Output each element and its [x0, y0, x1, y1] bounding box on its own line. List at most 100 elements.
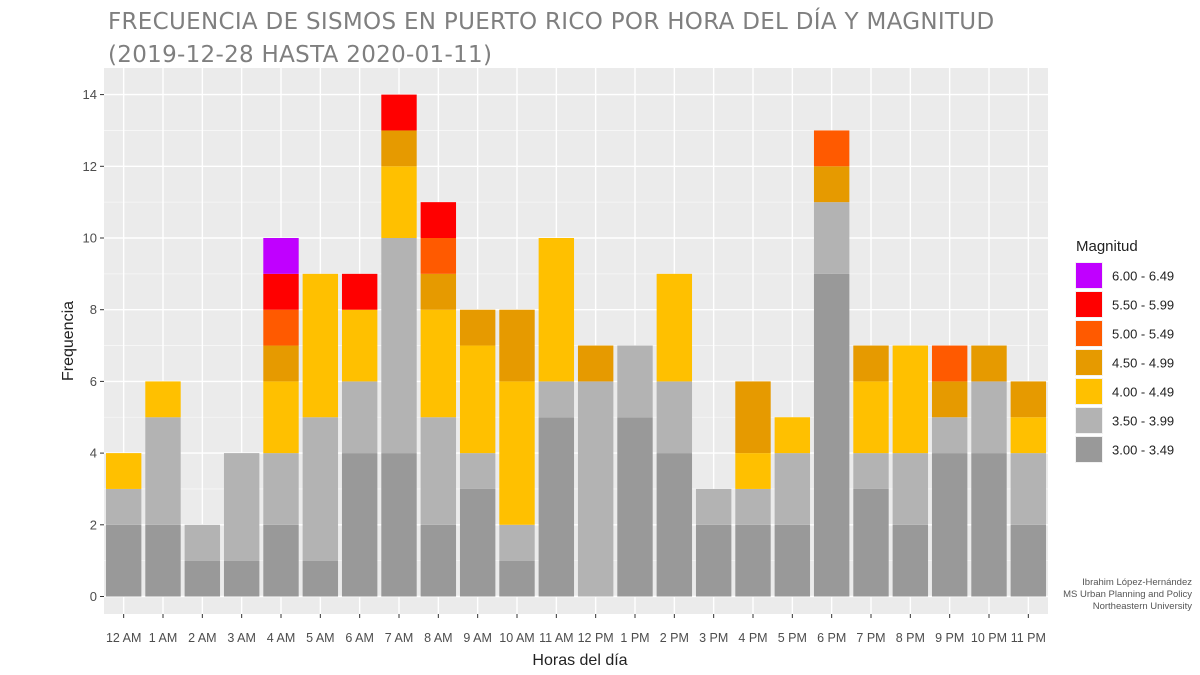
bar-segment: [499, 560, 535, 597]
legend-swatch: [1076, 437, 1102, 462]
legend-swatch: [1076, 321, 1102, 346]
bar-segment: [145, 524, 181, 597]
bar-segment: [223, 560, 260, 597]
legend-swatch: [1076, 292, 1102, 317]
bar-segment: [184, 524, 221, 561]
bar-segment: [459, 453, 496, 489]
bar-segment: [381, 453, 417, 597]
legend-swatch: [1076, 379, 1102, 404]
bar-segment: [381, 130, 417, 167]
x-tick-label: 6 PM: [817, 631, 846, 645]
bar-segment: [931, 381, 968, 418]
bar-segment: [617, 345, 653, 418]
x-tick-label: 7 AM: [385, 631, 414, 645]
bar-segment: [971, 453, 1007, 597]
bar-segment: [695, 524, 732, 597]
bar-segment: [263, 453, 299, 525]
y-axis-title: Frequencia: [60, 301, 77, 381]
x-tick-label: 4 AM: [267, 631, 296, 645]
plot-panel: [104, 68, 1048, 614]
bar-segment: [695, 488, 732, 525]
x-tick-label: 2 AM: [188, 631, 217, 645]
bar-segment: [381, 166, 417, 238]
bar-segment: [853, 453, 889, 489]
bar-segment: [459, 309, 496, 346]
bar-segment: [420, 524, 457, 597]
x-tick-label: 8 AM: [424, 631, 453, 645]
x-tick-label: 3 PM: [699, 631, 728, 645]
x-tick-label: 9 AM: [463, 631, 492, 645]
bar-segment: [538, 381, 575, 418]
legend-swatch: [1076, 350, 1102, 375]
bar-segment: [931, 345, 968, 382]
bar-segment: [420, 238, 457, 274]
chart-title-line2: (2019-12-28 HASTA 2020-01-11): [108, 42, 493, 68]
chart-title-line1: FRECUENCIA DE SISMOS EN PUERTO RICO POR …: [108, 9, 995, 35]
bar-segment: [263, 524, 299, 597]
bar-segment: [223, 453, 260, 561]
bar-segment: [892, 524, 929, 597]
bar-segment: [381, 238, 417, 454]
bar-segment: [1010, 524, 1047, 597]
bar-segment: [341, 381, 378, 454]
x-tick-label: 2 PM: [660, 631, 689, 645]
credit-university: Northeastern University: [1092, 601, 1192, 612]
bar-segment: [735, 524, 771, 597]
legend-label: 5.50 - 5.99: [1112, 298, 1174, 313]
bar-segment: [1010, 453, 1047, 525]
bar-segment: [656, 453, 693, 597]
bar-segment: [853, 345, 889, 382]
bar-segment: [774, 453, 811, 525]
bar-segment: [499, 309, 535, 382]
legend-swatch: [1076, 263, 1102, 288]
bar-segment: [302, 560, 339, 597]
bar-segment: [813, 202, 850, 274]
y-tick-label: 10: [83, 231, 97, 246]
bar-segment: [263, 309, 299, 346]
bar-segment: [263, 381, 299, 454]
bar-segment: [420, 417, 457, 525]
legend-label: 6.00 - 6.49: [1112, 269, 1174, 284]
bar-segment: [813, 130, 850, 167]
bar-segment: [381, 94, 417, 131]
y-tick-label: 14: [83, 87, 97, 102]
bar-segment: [459, 488, 496, 597]
bar-segment: [105, 488, 142, 525]
x-tick-label: 12 PM: [578, 631, 614, 645]
y-tick-label: 12: [83, 159, 97, 174]
bar-segment: [853, 381, 889, 454]
author-credits: Ibrahim López-Hernández MS Urban Plannin…: [1063, 577, 1192, 613]
bar-segment: [145, 381, 181, 418]
bar-segment: [302, 273, 339, 418]
bar-segment: [420, 273, 457, 310]
bar-segment: [931, 417, 968, 454]
legend-label: 5.00 - 5.49: [1112, 327, 1174, 342]
bar-segment: [105, 453, 142, 489]
legend-label: 3.00 - 3.49: [1112, 443, 1174, 458]
x-tick-label: 7 PM: [856, 631, 885, 645]
y-tick-label: 4: [90, 446, 97, 461]
legend-label: 3.50 - 3.99: [1112, 414, 1174, 429]
bar-segment: [459, 345, 496, 454]
x-tick-label: 5 AM: [306, 631, 335, 645]
x-tick-label: 1 PM: [620, 631, 649, 645]
y-tick-label: 6: [90, 374, 97, 389]
bar-segment: [656, 381, 693, 454]
bar-segment: [577, 381, 614, 597]
bar-segment: [263, 345, 299, 382]
bar-segment: [971, 381, 1007, 454]
bar-segment: [617, 417, 653, 597]
bar-segment: [892, 345, 929, 454]
bar-segment: [184, 560, 221, 597]
bar-segment: [931, 453, 968, 597]
x-tick-label: 10 PM: [971, 631, 1007, 645]
bar-segment: [774, 524, 811, 597]
bar-segment: [341, 453, 378, 597]
legend-label: 4.00 - 4.49: [1112, 385, 1174, 400]
x-tick-label: 5 PM: [778, 631, 807, 645]
bar-segment: [577, 345, 614, 382]
x-tick-label: 6 AM: [345, 631, 374, 645]
bar-segment: [341, 309, 378, 382]
bar-segment: [420, 309, 457, 418]
